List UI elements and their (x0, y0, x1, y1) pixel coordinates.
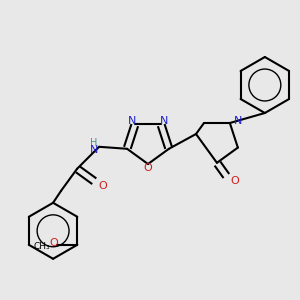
Text: H: H (90, 138, 98, 148)
Text: N: N (234, 116, 242, 126)
Text: O: O (144, 163, 152, 173)
Text: CH₃: CH₃ (33, 242, 50, 251)
Text: N: N (128, 116, 136, 126)
Text: O: O (49, 238, 58, 248)
Text: O: O (99, 181, 107, 191)
Text: N: N (160, 116, 168, 126)
Text: N: N (90, 145, 98, 155)
Text: O: O (230, 176, 239, 186)
